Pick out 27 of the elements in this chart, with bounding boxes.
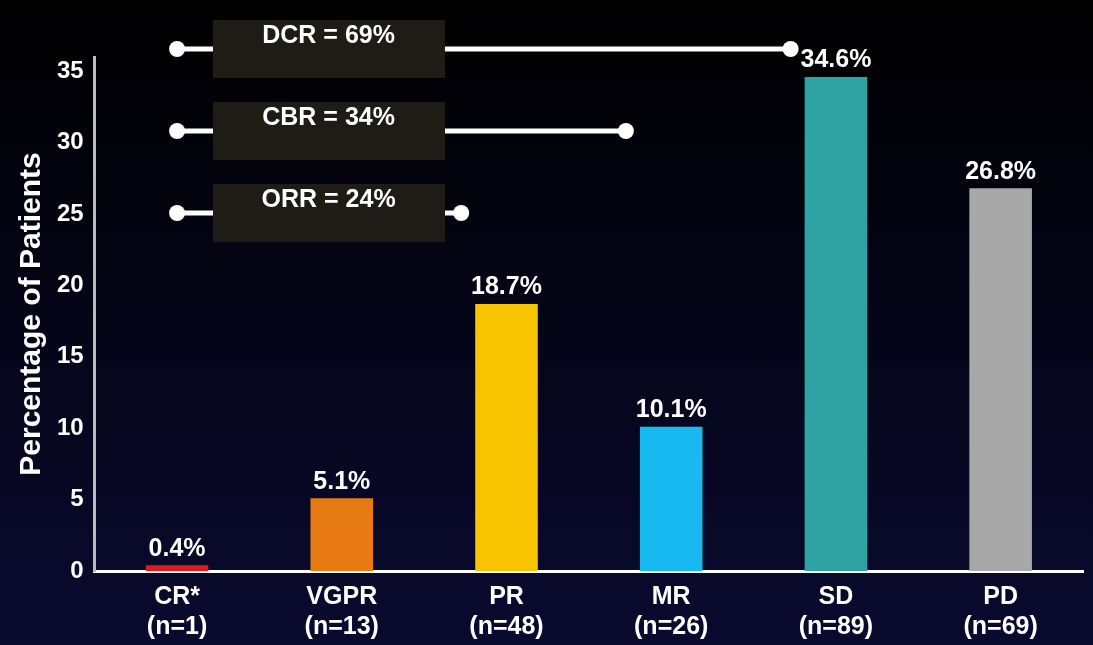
y-axis-title: Percentage of Patients (13, 152, 47, 476)
y-tick-label: 20 (56, 270, 84, 298)
bar (804, 76, 868, 571)
bar (475, 304, 538, 571)
y-tick-label: 5 (70, 484, 84, 512)
x-tick-label: PR (n=48) (469, 580, 544, 639)
y-tick-label: 30 (56, 127, 84, 155)
data-label: 18.7% (471, 271, 542, 300)
data-label: 10.1% (635, 394, 707, 423)
data-label: 5.1% (313, 465, 371, 494)
data-label: 34.6% (800, 44, 872, 73)
data-label: 0.4% (148, 532, 206, 561)
y-tick-label: 25 (56, 198, 84, 226)
x-tick-label: MR (n=26) (634, 580, 709, 639)
x-tick-label: CR* (n=1) (146, 580, 208, 639)
x-tick-label: SD (n=89) (798, 580, 874, 639)
bar (639, 426, 703, 571)
bar (310, 498, 374, 571)
y-tick-label: 15 (56, 341, 84, 369)
data-label: 26.8% (965, 155, 1037, 184)
x-tick-label: VGPR (n=13) (304, 580, 379, 639)
bar (969, 188, 1032, 571)
y-tick-label: 0 (70, 555, 84, 583)
x-tick-label: PD (n=69) (963, 580, 1038, 639)
y-tick-label: 35 (56, 55, 84, 83)
bar (145, 565, 209, 571)
y-tick-label: 10 (56, 412, 84, 440)
